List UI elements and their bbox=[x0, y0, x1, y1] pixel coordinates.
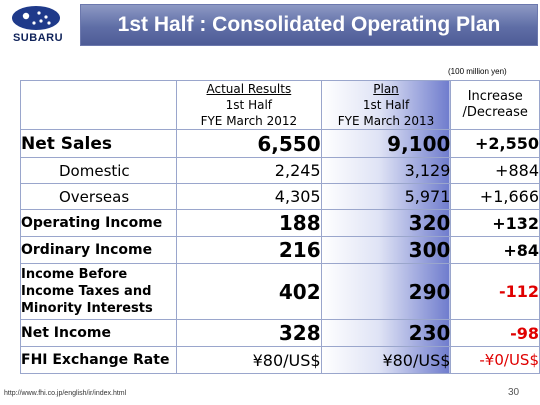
plan-value: 230 bbox=[320, 319, 452, 347]
unit-note: (100 million yen) bbox=[448, 67, 507, 76]
header-change-line1: Increase bbox=[467, 89, 523, 104]
change-value: +2,550 bbox=[450, 129, 540, 158]
plan-value: 3,129 bbox=[320, 157, 452, 184]
page-title: 1st Half : Consolidated Operating Plan bbox=[117, 13, 501, 36]
row-label-line: Income Before bbox=[21, 267, 128, 282]
plan-value: 300 bbox=[320, 236, 452, 264]
change-value: +132 bbox=[450, 209, 540, 237]
subaru-logo: SUBARU bbox=[2, 2, 74, 46]
page-number: 30 bbox=[508, 387, 520, 398]
actual-value: 4,305 bbox=[176, 183, 322, 210]
header-plan-fye: FYE March 2013 bbox=[337, 114, 435, 128]
change-value: -112 bbox=[450, 263, 540, 320]
table-row-net-sales: Net Sales 6,550 9,100 +2,550 bbox=[19, 129, 540, 158]
change-value: -98 bbox=[450, 319, 540, 347]
actual-value: 328 bbox=[176, 319, 322, 347]
plan-value: ¥80/US$ bbox=[320, 346, 452, 374]
table-row-net-income: Net Income 328 230 -98 bbox=[19, 319, 540, 347]
table-row-domestic: Domestic 2,245 3,129 +884 bbox=[19, 157, 540, 184]
plan-value: 5,971 bbox=[320, 183, 452, 210]
header-change-line2: /Decrease bbox=[462, 105, 528, 120]
row-label: Overseas bbox=[19, 183, 178, 210]
header-plan: Plan 1st Half FYE March 2013 bbox=[320, 80, 452, 130]
row-label: Domestic bbox=[19, 157, 178, 184]
header-actual: Actual Results 1st Half FYE March 2012 bbox=[176, 80, 322, 130]
row-label: FHI Exchange Rate bbox=[19, 346, 178, 374]
header-actual-title: Actual Results bbox=[206, 82, 292, 96]
footer-url: http://www.fhi.co.jp/english/ir/index.ht… bbox=[4, 390, 127, 397]
header-actual-fye: FYE March 2012 bbox=[200, 114, 298, 128]
header-actual-period: 1st Half bbox=[225, 98, 273, 112]
change-value: -¥0/US$ bbox=[450, 346, 540, 374]
table-row-income-before-taxes: Income Before Income Taxes and Minority … bbox=[19, 263, 540, 320]
actual-value: ¥80/US$ bbox=[176, 346, 322, 374]
table-header-row: Actual Results 1st Half FYE March 2012 P… bbox=[19, 80, 540, 130]
actual-value: 6,550 bbox=[176, 129, 322, 158]
plan-value: 9,100 bbox=[320, 129, 452, 158]
row-label: Net Income bbox=[19, 319, 178, 347]
title-bar: 1st Half : Consolidated Operating Plan bbox=[80, 4, 538, 46]
plan-value: 320 bbox=[320, 209, 452, 237]
actual-value: 216 bbox=[176, 236, 322, 264]
pleiades-star-icon bbox=[12, 6, 60, 30]
operating-plan-table: Actual Results 1st Half FYE March 2012 P… bbox=[19, 80, 540, 374]
row-label-line: Minority Interests bbox=[21, 301, 153, 316]
header-empty-cell bbox=[19, 80, 178, 130]
header-plan-title: Plan bbox=[373, 82, 399, 96]
logo-wordmark: SUBARU bbox=[12, 32, 64, 44]
row-label: Operating Income bbox=[19, 209, 178, 237]
row-label: Income Before Income Taxes and Minority … bbox=[19, 263, 178, 320]
table-row-operating-income: Operating Income 188 320 +132 bbox=[19, 209, 540, 237]
change-value: +1,666 bbox=[450, 183, 540, 210]
actual-value: 2,245 bbox=[176, 157, 322, 184]
actual-value: 402 bbox=[176, 263, 322, 320]
row-label: Ordinary Income bbox=[19, 236, 178, 264]
table-row-exchange-rate: FHI Exchange Rate ¥80/US$ ¥80/US$ -¥0/US… bbox=[19, 346, 540, 374]
change-value: +84 bbox=[450, 236, 540, 264]
row-label-line: Income Taxes and bbox=[21, 284, 152, 299]
table-row-ordinary-income: Ordinary Income 216 300 +84 bbox=[19, 236, 540, 264]
actual-value: 188 bbox=[176, 209, 322, 237]
row-label: Net Sales bbox=[19, 129, 178, 158]
header-change: Increase /Decrease bbox=[450, 80, 540, 130]
header-plan-period: 1st Half bbox=[362, 98, 410, 112]
change-value: +884 bbox=[450, 157, 540, 184]
table-row-overseas: Overseas 4,305 5,971 +1,666 bbox=[19, 183, 540, 210]
slide-header: SUBARU 1st Half : Consolidated Operating… bbox=[0, 0, 540, 50]
plan-value: 290 bbox=[320, 263, 452, 320]
